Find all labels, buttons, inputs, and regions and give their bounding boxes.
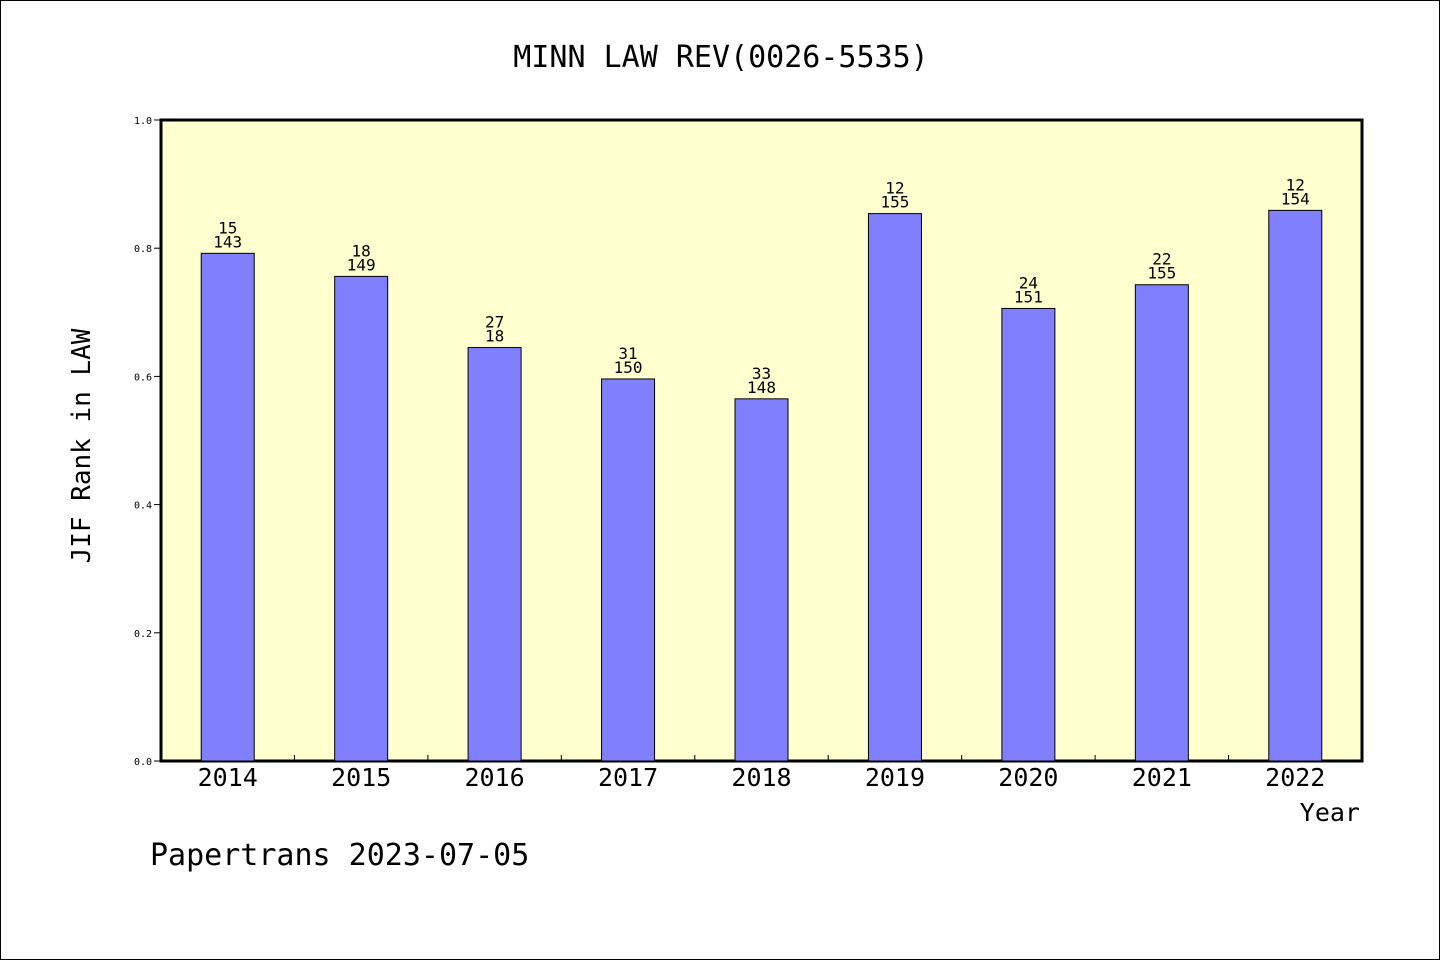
bar-label-total: 151 bbox=[1014, 287, 1043, 306]
y-axis-label: JIF Rank in LAW bbox=[67, 328, 97, 563]
bar-label-total: 18 bbox=[485, 327, 504, 346]
x-tick-label: 2019 bbox=[865, 763, 925, 792]
y-tick-label: 0.4 bbox=[134, 501, 152, 512]
bar-label-total: 149 bbox=[347, 255, 376, 274]
bar bbox=[601, 378, 656, 762]
bar-label-total: 148 bbox=[747, 378, 776, 397]
x-tick-label: 2017 bbox=[598, 763, 658, 792]
bar bbox=[1268, 209, 1323, 762]
y-axis: 0.0 0.2 0.4 0.6 0.8 1.0 bbox=[134, 116, 161, 768]
bar-label-rank: 31 bbox=[618, 344, 637, 363]
bar bbox=[334, 275, 389, 762]
bar-label-total: 155 bbox=[1147, 264, 1176, 283]
bar-label-rank: 22 bbox=[1152, 250, 1171, 269]
x-tick-label: 2018 bbox=[731, 763, 791, 792]
bar-label-rank: 33 bbox=[752, 364, 771, 383]
x-tick-label: 2022 bbox=[1265, 763, 1325, 792]
x-tick-label: 2016 bbox=[465, 763, 525, 792]
x-axis: 2014 2015 2016 2017 2018 2019 2020 2021 2022 bbox=[198, 755, 1325, 792]
bar-label-rank: 27 bbox=[485, 313, 504, 332]
bar-label-total: 143 bbox=[213, 232, 242, 251]
y-tick-label: 0.6 bbox=[134, 372, 152, 383]
x-tick-label: 2021 bbox=[1132, 763, 1192, 792]
bar-label-rank: 12 bbox=[1286, 175, 1305, 194]
bar-label-rank: 24 bbox=[1019, 273, 1038, 292]
bar bbox=[734, 398, 789, 762]
y-tick-label: 0.0 bbox=[134, 757, 152, 768]
bar bbox=[200, 252, 255, 762]
bar-label-total: 154 bbox=[1281, 189, 1310, 208]
bar bbox=[1001, 307, 1056, 762]
bar-label-rank: 12 bbox=[885, 179, 904, 198]
footer-text: Papertrans 2023-07-05 bbox=[150, 838, 529, 873]
bar-label-rank: 18 bbox=[352, 241, 371, 260]
bar bbox=[867, 213, 922, 762]
y-tick-label: 1.0 bbox=[134, 116, 152, 127]
y-tick-label: 0.2 bbox=[134, 629, 152, 640]
bar bbox=[467, 347, 522, 762]
chart-title: MINN LAW REV(0026-5535) bbox=[513, 40, 928, 75]
x-axis-label: Year bbox=[1300, 798, 1360, 827]
x-tick-label: 2015 bbox=[331, 763, 391, 792]
bar-label-total: 150 bbox=[614, 358, 643, 377]
x-tick-label: 2020 bbox=[998, 763, 1058, 792]
y-tick-label: 0.8 bbox=[134, 244, 152, 255]
bar-label-rank: 15 bbox=[218, 218, 237, 237]
x-tick-label: 2014 bbox=[198, 763, 258, 792]
bar-label-total: 155 bbox=[880, 193, 909, 212]
bar bbox=[1134, 284, 1189, 762]
